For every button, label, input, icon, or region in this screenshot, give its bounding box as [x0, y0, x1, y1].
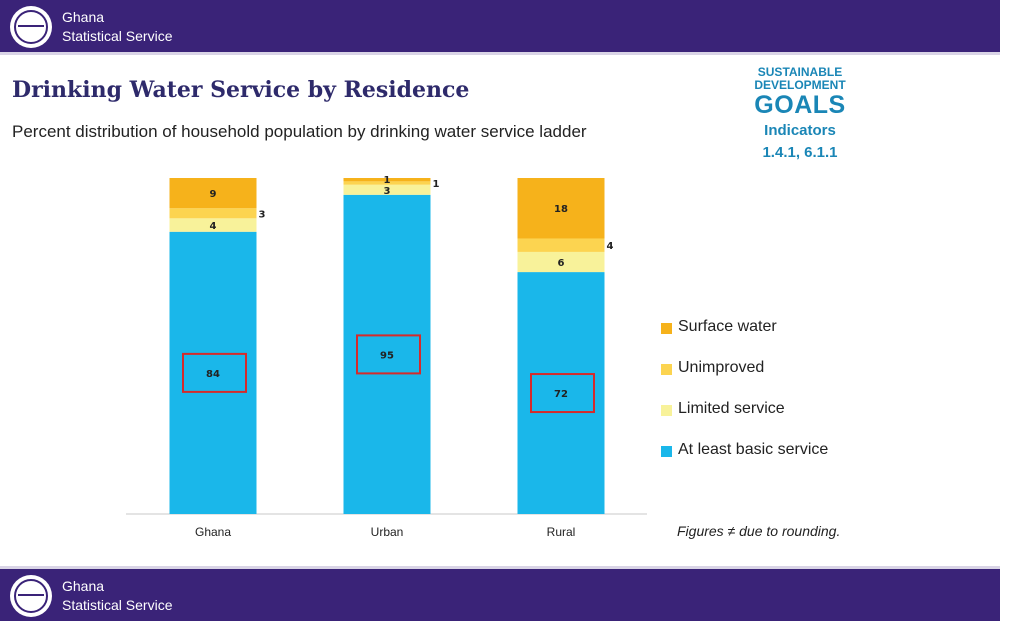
data-label-urban-limited-service: 3 [384, 186, 391, 197]
highlight-box-rural [530, 373, 595, 414]
data-label-urban-surface-water: 1 [384, 175, 391, 186]
data-label-rural-surface-water: 18 [554, 204, 568, 215]
bar-rural-limited-service [517, 251, 605, 273]
sdg-goals-wordmark: GOALS [754, 91, 846, 119]
sdg-indicators-values: 1.4.1, 6.1.1 [762, 144, 838, 161]
legend-swatch-basic-service [661, 446, 672, 457]
legend-label-surface-water: Surface water [678, 318, 777, 335]
bar-ghana-unimproved [169, 208, 257, 219]
sdg-line2: DEVELOPMENT [754, 78, 846, 92]
category-label-rural: Rural [547, 525, 576, 539]
bar-rural-unimproved [517, 238, 605, 252]
bar-urban-limited-service [343, 184, 431, 195]
footer-org-name: Ghana Statistical Service [62, 577, 172, 615]
footer-org-line1: Ghana [62, 578, 105, 594]
bar-urban-unimproved [343, 181, 431, 185]
chart-legend: Surface water Unimproved Limited service… [661, 318, 828, 482]
legend-swatch-surface-water [661, 323, 672, 334]
header-band: Ghana Statistical Service [0, 0, 1000, 55]
footer-band: Ghana Statistical Service [0, 566, 1000, 621]
data-label-ghana-at-least-basic-service: 84 [206, 369, 220, 380]
data-label-rural-at-least-basic-service: 72 [554, 389, 568, 400]
legend-label-basic-service: At least basic service [678, 441, 829, 458]
ghana-statistical-service-logo-icon [10, 6, 52, 48]
bar-ghana-limited-service [169, 218, 257, 232]
ghana-statistical-service-logo-icon [10, 575, 52, 617]
sdg-badge: SUSTAINABLE DEVELOPMENT GOALS Indicators… [745, 66, 855, 162]
footer-org-line2: Statistical Service [62, 597, 173, 613]
legend-item-unimproved: Unimproved [661, 359, 828, 400]
legend-item-basic-service: At least basic service [661, 441, 828, 482]
legend-item-surface-water: Surface water [661, 318, 828, 359]
data-label-urban-at-least-basic-service: 95 [380, 350, 394, 361]
data-label-urban-unimproved: 1 [433, 179, 440, 190]
legend-label-limited-service: Limited service [678, 400, 785, 417]
highlight-box-ghana [182, 352, 247, 393]
rounding-note: Figures ≠ due to rounding. [677, 523, 841, 539]
highlight-box-urban [356, 334, 421, 375]
data-label-rural-limited-service: 6 [558, 258, 565, 269]
page-title: Drinking Water Service by Residence [12, 77, 470, 103]
legend-swatch-unimproved [661, 364, 672, 375]
bar-urban-surface-water [343, 178, 431, 182]
legend-label-unimproved: Unimproved [678, 359, 765, 376]
data-label-ghana-unimproved: 3 [259, 209, 266, 220]
sdg-indicators-label: Indicators [764, 122, 836, 139]
data-label-rural-unimproved: 4 [607, 241, 614, 252]
data-label-ghana-limited-service: 4 [210, 221, 217, 232]
header-org-name: Ghana Statistical Service [62, 8, 172, 46]
page-subtitle: Percent distribution of household popula… [12, 122, 587, 141]
bar-ghana-surface-water [169, 178, 257, 209]
sdg-line1: SUSTAINABLE [757, 65, 843, 79]
bar-rural-surface-water [517, 178, 605, 239]
header-org-line1: Ghana [62, 9, 105, 25]
category-label-ghana: Ghana [195, 525, 231, 539]
data-label-ghana-surface-water: 9 [210, 189, 217, 200]
header-org-line2: Statistical Service [62, 28, 173, 44]
legend-swatch-limited-service [661, 405, 672, 416]
legend-item-limited-service: Limited service [661, 400, 828, 441]
category-label-urban: Urban [371, 525, 404, 539]
